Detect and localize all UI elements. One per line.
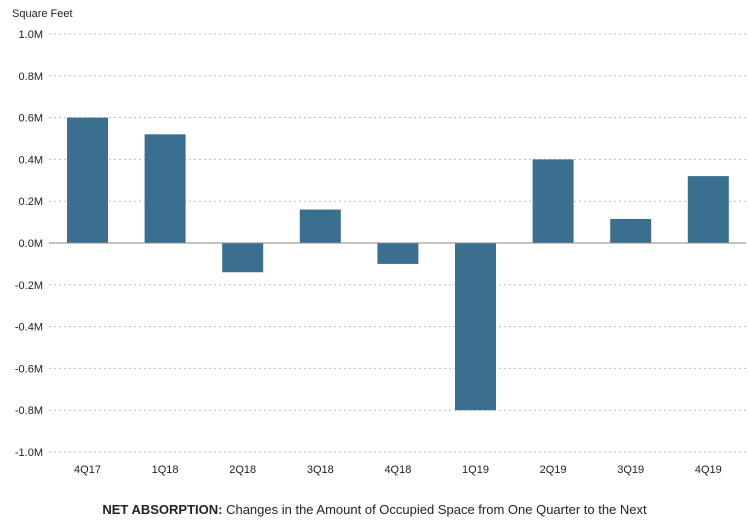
y-tick-label: 0.6M [19,113,43,125]
bar-4Q19 [687,176,729,243]
y-tick-label: -0.8M [15,405,43,417]
bar-2Q18 [222,243,264,273]
bar-4Q18 [377,243,419,264]
caption-text: Changes in the Amount of Occupied Space … [222,502,647,517]
bar-2Q19 [532,159,574,243]
y-tick-label: 1.0M [19,29,43,41]
y-tick-label: -1.0M [15,447,43,459]
bar-1Q19 [455,243,496,411]
y-tick-label: -0.2M [15,280,43,292]
y-tick-label: 0.4M [19,154,43,166]
x-tick-label: 4Q18 [384,464,411,476]
bars [67,117,729,411]
x-tick-label: 1Q19 [462,464,489,476]
y-tick-label: 0.2M [19,196,43,208]
x-tick-label: 3Q18 [307,464,334,476]
x-axis-ticks: 4Q17 1Q18 2Q18 3Q18 4Q18 1Q19 2Q19 3Q19 4Q19 [74,464,722,476]
x-tick-label: 3Q19 [617,464,644,476]
y-tick-label: 0.8M [19,71,43,83]
bar-3Q19 [610,218,652,243]
bar-1Q18 [144,134,186,243]
caption-title: NET ABSORPTION: [102,502,223,517]
y-tick-label: -0.4M [15,322,43,334]
x-tick-label: 2Q19 [540,464,567,476]
x-tick-label: 4Q19 [695,464,722,476]
x-tick-label: 4Q17 [74,464,101,476]
chart-caption: NET ABSORPTION: Changes in the Amount of… [0,502,749,517]
y-axis-ticks: 1.0M 0.8M 0.6M 0.4M 0.2M 0.0M -0.2M -0.4M -0.6M -… [15,29,43,459]
bar-3Q18 [299,209,341,243]
x-tick-label: 2Q18 [229,464,256,476]
net-absorption-chart: Square Feet 1.0M 0.8M 0.6M 0.4M 0.2M 0.0M -0.2… [12,8,746,476]
x-tick-label: 1Q18 [152,464,179,476]
y-tick-label: -0.6M [15,363,43,375]
y-axis-label: Square Feet [12,8,73,20]
bar-4Q17 [67,117,108,243]
y-tick-label: 0.0M [19,238,43,250]
